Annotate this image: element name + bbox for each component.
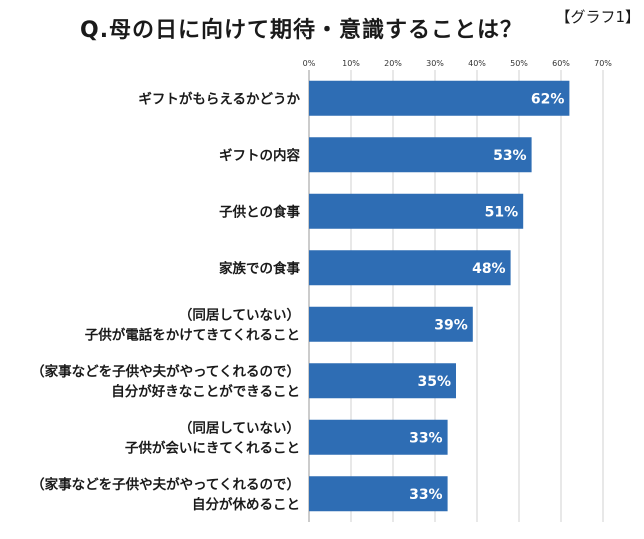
graph-number-tag: 【グラフ1】 xyxy=(555,8,640,26)
chart-title: Q.母の日に向けて期待・意識することは？ xyxy=(80,18,524,43)
category-label: 自分が好きなことができること xyxy=(111,383,300,400)
bar xyxy=(309,193,524,229)
x-tick-label: 0% xyxy=(303,59,316,68)
category-label: ギフトの内容 xyxy=(219,147,300,164)
category-label: （同居していない） xyxy=(179,420,300,436)
bar-value-label: 51% xyxy=(485,204,519,220)
x-tick-label: 70% xyxy=(594,59,612,68)
category-label: 子供が電話をかけてきてくれること xyxy=(85,326,300,343)
category-label: 自分が休めること xyxy=(192,496,300,513)
bar-value-label: 62% xyxy=(531,91,565,107)
bar xyxy=(309,137,532,173)
x-tick-label: 50% xyxy=(510,59,528,68)
category-label: （同居していない） xyxy=(179,307,300,323)
bar-value-label: 39% xyxy=(434,317,468,333)
category-label: 家族での食事 xyxy=(219,260,300,277)
category-label: （家事などを子供や夫がやってくれるので） xyxy=(31,363,300,380)
x-tick-label: 30% xyxy=(426,59,444,68)
bar xyxy=(309,476,448,512)
x-tick-label: 40% xyxy=(468,59,486,68)
bar-value-label: 53% xyxy=(493,148,527,164)
category-label: （家事などを子供や夫がやってくれるので） xyxy=(31,476,300,493)
bar xyxy=(309,363,456,399)
bar-value-label: 35% xyxy=(417,374,451,390)
bar xyxy=(309,80,570,116)
bar xyxy=(309,250,511,286)
category-label: ギフトがもらえるかどうか xyxy=(138,90,300,107)
x-tick-label: 20% xyxy=(384,59,402,68)
bar xyxy=(309,306,473,342)
bar-value-label: 33% xyxy=(409,430,443,446)
category-label: 子供との食事 xyxy=(219,203,300,220)
x-tick-label: 60% xyxy=(552,59,570,68)
category-label: 子供が会いにきてくれること xyxy=(125,439,300,456)
x-tick-label: 10% xyxy=(342,59,360,68)
bar xyxy=(309,419,448,455)
bar-value-label: 48% xyxy=(472,261,506,277)
bar-value-label: 33% xyxy=(409,487,443,503)
